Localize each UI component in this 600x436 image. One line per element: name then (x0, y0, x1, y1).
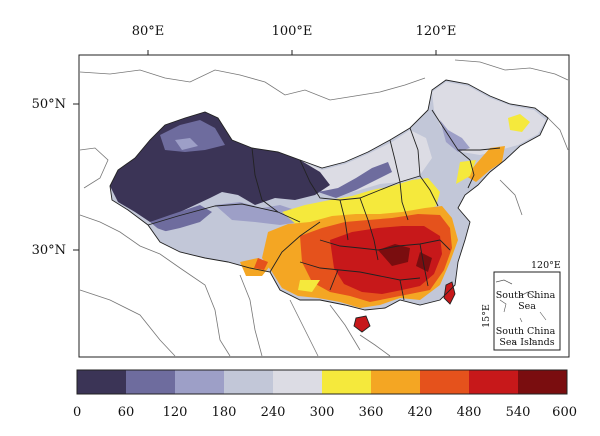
legend-tick-420: 420 (408, 405, 433, 420)
legend-tick-300: 300 (310, 405, 335, 420)
legend-border (76, 369, 568, 395)
lat-label-50n: 50°N (32, 97, 66, 112)
inset-title-text-line2: Sea (518, 301, 536, 312)
neighbor-borders (79, 59, 569, 357)
legend-tick-60: 60 (118, 405, 135, 420)
legend-tick-480: 480 (457, 405, 482, 420)
inset-title: South China Sea (496, 290, 559, 312)
china-region (110, 80, 548, 332)
legend-swatch-4 (273, 370, 322, 394)
legend-swatch-9 (518, 370, 567, 394)
inset-lon-label: 120°E (531, 260, 561, 271)
lon-label-80e: 80°E (132, 24, 165, 39)
map-ticks (73, 50, 437, 251)
legend-tick-240: 240 (261, 405, 286, 420)
legend-swatch-5 (322, 370, 371, 394)
legend-colorbar: 0 60 120 180 240 300 360 420 480 540 600 (73, 369, 577, 420)
legend-tick-540: 540 (506, 405, 531, 420)
legend-tick-0: 0 (73, 405, 81, 420)
inset-subtitle-text: South China (496, 326, 556, 337)
province-borders (109, 79, 549, 333)
legend-swatch-6 (371, 370, 420, 394)
legend-tick-360: 360 (359, 405, 384, 420)
lat-label-30n: 30°N (32, 243, 66, 258)
legend-swatch-1 (126, 370, 175, 394)
legend-swatch-7 (420, 370, 469, 394)
legend-swatch-3 (224, 370, 273, 394)
legend-swatch-0 (77, 370, 126, 394)
inset-subtitle-text-line2: Sea Islands (499, 337, 554, 348)
south-china-sea-inset: 120°E 15°E South China Sea South China S… (481, 260, 561, 351)
inset-lat-label: 15°E (481, 304, 492, 328)
lon-label-120e: 120°E (416, 24, 457, 39)
legend-swatch-8 (469, 370, 518, 394)
legend-tick-600: 600 (552, 405, 577, 420)
lon-label-100e: 100°E (272, 24, 313, 39)
inset-title-text: South China (496, 290, 556, 301)
legend-tick-120: 120 (163, 405, 188, 420)
inset-subtitle: South China Sea Islands (496, 326, 559, 348)
legend-tick-180: 180 (212, 405, 237, 420)
legend-swatch-2 (175, 370, 224, 394)
